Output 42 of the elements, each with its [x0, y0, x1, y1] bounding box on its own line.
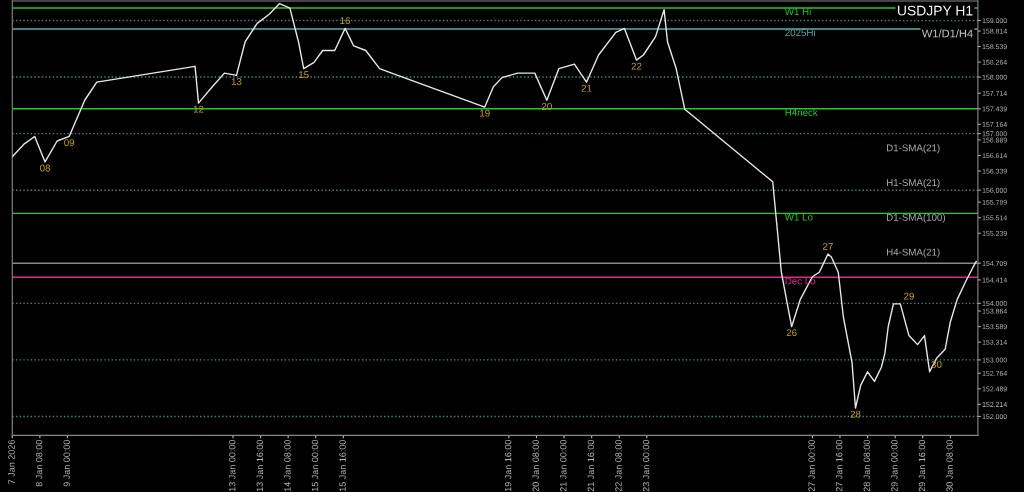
annotation: D1-SMA(100) [886, 213, 946, 223]
x-tick-label: 20 Jan 08:00 [532, 439, 539, 492]
annotation: 08 [40, 164, 51, 172]
x-tick-label: 22 Jan 08:00 [615, 439, 622, 492]
annotation: 22 [631, 62, 642, 70]
text: W1/D1/H4 [921, 29, 973, 38]
x-tick-label: 23 Jan 00:00 [642, 439, 650, 492]
annotation: 21 [581, 84, 592, 92]
annotation: 26 [786, 329, 797, 337]
annotation: 19 [480, 109, 490, 117]
ref-line-label: H4neck [785, 108, 818, 116]
chart-title: USDJPY H1 [898, 5, 973, 16]
x-tick-label: 13 Jan 00:00 [229, 439, 236, 492]
annotation: 16 [340, 17, 351, 25]
annotation: D1-SMA(21) [886, 144, 940, 154]
x-tick-label: 8 Jan 08:00 [35, 439, 43, 487]
x-tick-label: 21 Jan 16:00 [587, 439, 595, 492]
annotation: 29 [904, 292, 914, 300]
annotation: 15 [299, 71, 309, 79]
ref-line-label: 2025Hi [785, 28, 815, 37]
annotation: H4-SMA(21) [886, 248, 940, 258]
x-tick-label: 14 Jan 08:00 [284, 439, 291, 492]
x-tick-label: 15 Jan 16:00 [339, 439, 346, 492]
ref-line-label: W1 Hi [784, 8, 811, 16]
x-tick-label: 21 Jan 00:00 [560, 439, 567, 492]
x-tick-label: 13 Jan 16:00 [256, 439, 264, 492]
x-tick-label: 27 Jan 00:00 [808, 439, 815, 492]
annotation: 13 [231, 78, 242, 85]
x-tick-label: 19 Jan 16:00 [504, 439, 512, 492]
annotation: 27 [822, 242, 833, 250]
x-tick-label: 27 Jan 16:00 [836, 439, 843, 492]
x-tick-label: 28 Jan 08:00 [863, 439, 870, 492]
annotation: 09 [64, 139, 75, 147]
x-tick-label: 7 Jan 2026 [8, 439, 15, 484]
x-tick-label: 9 Jan 00:00 [63, 439, 70, 487]
x-tick-label: 29 Jan 16:00 [918, 439, 926, 492]
annotation: 28 [850, 410, 861, 418]
x-tick-label: 29 Jan 00:00 [891, 439, 898, 492]
x-tick-label: 15 Jan 00:00 [311, 439, 319, 492]
ref-line-label: W1 Lo [784, 213, 813, 221]
annotation: H1-SMA(21) [886, 178, 940, 188]
x-tick-label: 30 Jan 08:00 [946, 439, 953, 492]
